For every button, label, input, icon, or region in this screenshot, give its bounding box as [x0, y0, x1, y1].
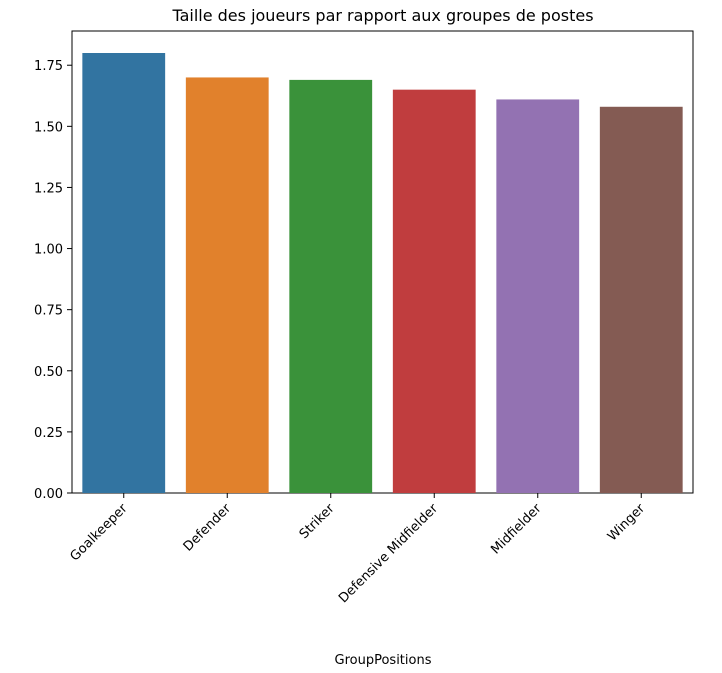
y-axis: 0.00 0.25 0.50 0.75 1.00 1.25 1.50 1.75 [34, 59, 72, 502]
x-tick-label: Defender [181, 501, 235, 555]
bar-midfielder [496, 99, 580, 493]
y-tick-label: 0.00 [34, 487, 63, 502]
bar-goalkeeper [82, 53, 166, 493]
chart-title: Taille des joueurs par rapport aux group… [171, 6, 593, 25]
y-tick-label: 1.75 [34, 59, 63, 74]
y-tick-label: 1.00 [34, 243, 63, 258]
plot-frame [71, 30, 694, 494]
bar-defensive-midfielder [392, 89, 476, 494]
x-tick-label: Striker [297, 501, 338, 542]
y-tick-label: 0.75 [34, 304, 63, 319]
x-tick-label: Winger [605, 501, 649, 545]
y-tick-label: 0.25 [34, 426, 63, 441]
bar-winger [599, 106, 683, 494]
x-axis-label: GroupPositions [335, 653, 432, 668]
bar-defender [185, 77, 269, 493]
bars [82, 53, 683, 494]
x-tick-label: Midfielder [488, 501, 545, 558]
x-tick-label: Goalkeeper [67, 501, 131, 565]
y-tick-label: 1.25 [34, 181, 63, 196]
x-tick-label: Defensive Midfielder [336, 501, 441, 606]
y-tick-label: 1.50 [34, 120, 63, 135]
y-tick-label: 0.50 [34, 365, 63, 380]
bar-striker [289, 79, 373, 493]
